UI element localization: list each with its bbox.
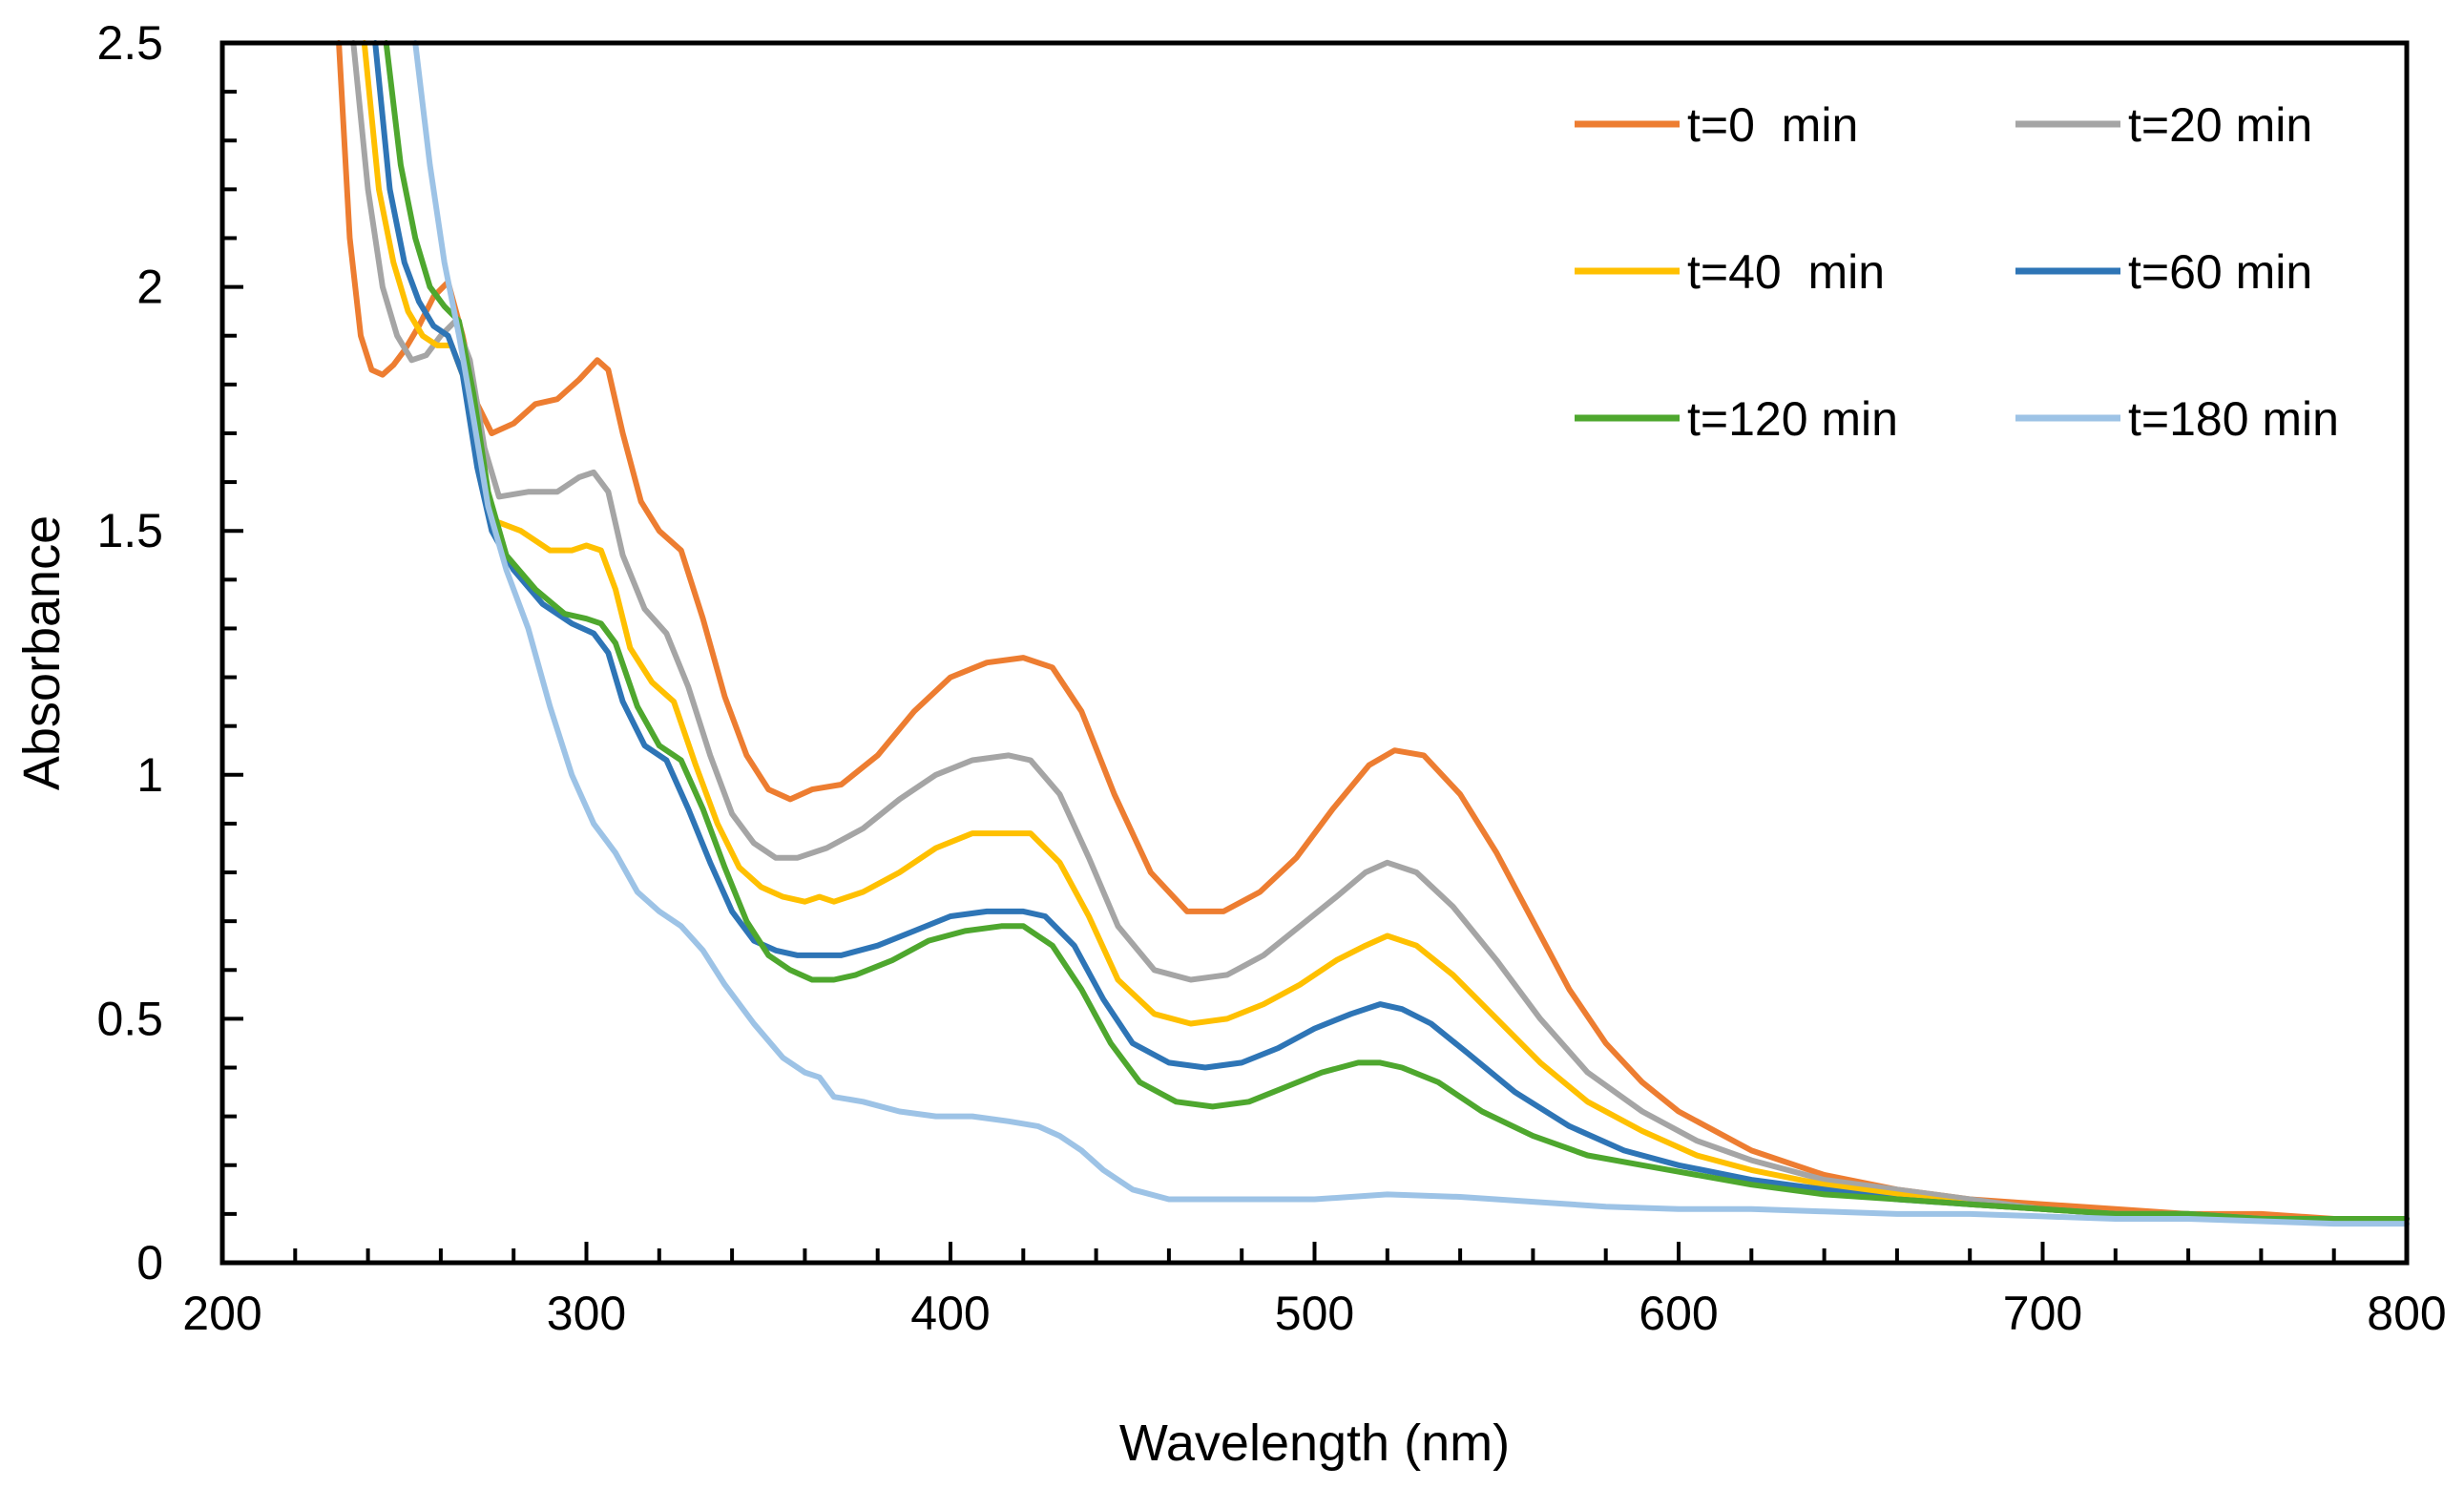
y-tick-label: 0 [136, 1236, 163, 1289]
legend-label-3: t=60 min [2128, 245, 2312, 299]
legend: t=0 min t=20 min t=40 min t=60 min t=120 min… [1575, 98, 2339, 446]
legend-label-4: t=120 min [1687, 392, 1898, 446]
y-tick-label: 1.5 [96, 504, 163, 557]
series-layer [336, 40, 2410, 1227]
series-line-2 [361, 40, 2410, 1222]
series-line-3 [372, 40, 2410, 1222]
y-tick-label: 2.5 [96, 16, 163, 70]
x-tick-label: 600 [1639, 1287, 1718, 1340]
x-tick-label: 400 [910, 1287, 990, 1340]
series-line-1 [350, 40, 2410, 1222]
x-tick-label: 200 [182, 1287, 261, 1340]
x-tick-label: 700 [2003, 1287, 2082, 1340]
y-axis-title: Absorbance [13, 515, 71, 790]
x-tick-label: 500 [1275, 1287, 1354, 1340]
x-tick-label: 300 [547, 1287, 626, 1340]
y-tick-label: 0.5 [96, 992, 163, 1045]
legend-label-2: t=40 min [1687, 245, 1885, 299]
legend-label-5: t=180 min [2128, 392, 2339, 446]
x-axis-title: Wavelength (nm) [1119, 1415, 1510, 1472]
y-tick-label: 1 [136, 748, 163, 802]
x-tick-label: 800 [2367, 1287, 2446, 1340]
y-tick-label: 2 [136, 261, 163, 314]
series-line-0 [336, 40, 2410, 1222]
legend-label-1: t=20 min [2128, 98, 2312, 152]
series-line-4 [383, 40, 2410, 1222]
ticks-layer [222, 90, 2336, 1263]
series-line-5 [412, 40, 2410, 1227]
axes-layer [219, 40, 2410, 1266]
tick-labels-layer: 200 300 400 500 600 700 800 0 0.5 1 1.5 2 2.5 [96, 16, 2446, 1340]
plot-frame [219, 40, 2410, 1266]
legend-label-0: t=0 min [1687, 98, 1858, 152]
